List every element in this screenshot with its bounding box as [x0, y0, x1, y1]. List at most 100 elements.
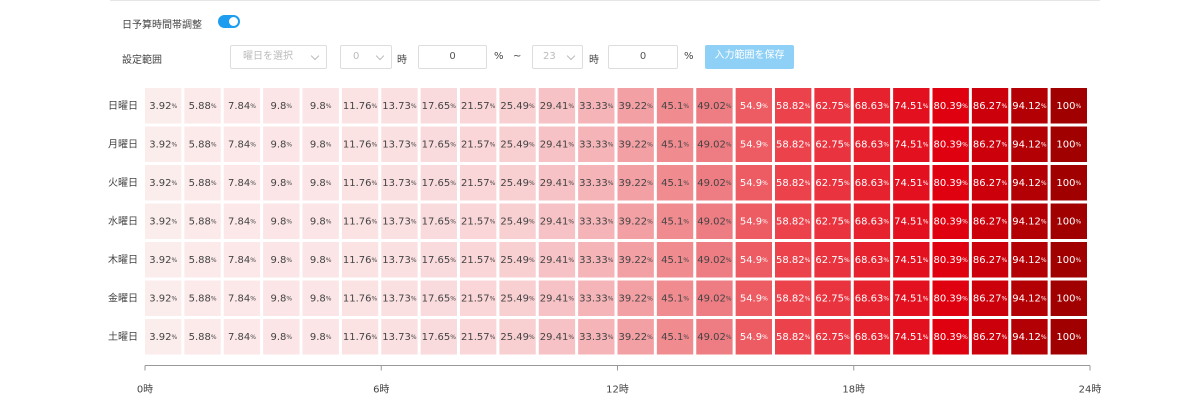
- cell-value: 80.39: [934, 216, 963, 227]
- start-hour-select[interactable]: 0: [340, 45, 392, 69]
- cell-label: 100%: [1056, 101, 1081, 112]
- cell-unit: %: [1041, 333, 1047, 340]
- heat-cell: [578, 165, 615, 201]
- cell-unit: %: [683, 102, 689, 109]
- cell-label: 13.73%: [382, 101, 417, 112]
- heat-cell: [971, 280, 1009, 316]
- cell-label: 17.65%: [422, 216, 457, 227]
- heat-cell: [1011, 165, 1048, 201]
- cell-unit: %: [1041, 218, 1047, 225]
- cell-unit: %: [608, 256, 614, 263]
- cell-value: 7.84: [228, 293, 250, 304]
- cell-label: 39.22%: [619, 178, 654, 189]
- cell-unit: %: [608, 179, 614, 186]
- cell-value: 5.88: [189, 178, 211, 189]
- cell-value: 25.49: [500, 139, 529, 150]
- cell-label: 86.27%: [973, 178, 1008, 189]
- cell-unit: %: [372, 141, 378, 148]
- cell-value: 25.49: [500, 178, 529, 189]
- heat-cell: [853, 126, 891, 162]
- cell-value: 3.92: [149, 178, 171, 189]
- end-hour-select[interactable]: 23: [532, 45, 583, 69]
- cell-unit: %: [1041, 102, 1047, 109]
- percent-unit: %: [684, 51, 694, 62]
- cell-label: 5.88%: [189, 293, 217, 304]
- cell-label: 68.63%: [855, 216, 890, 227]
- cell-label: 9.8%: [271, 293, 293, 304]
- heat-cell: [775, 203, 812, 239]
- heat-cell: [735, 88, 772, 124]
- cell-unit: %: [411, 218, 417, 225]
- heat-cell: [735, 280, 772, 316]
- cell-label: 94.12%: [1012, 216, 1047, 227]
- save-button[interactable]: 入力範囲を保存: [705, 45, 794, 69]
- heat-cell: [775, 165, 812, 201]
- cell-value: 21.57: [461, 255, 490, 266]
- cell-unit: %: [211, 256, 217, 263]
- heat-cell: [932, 203, 969, 239]
- cell-label: 13.73%: [382, 216, 417, 227]
- end-percent-input[interactable]: 0: [608, 45, 678, 69]
- heat-cell: [538, 242, 576, 278]
- cell-label: 9.8%: [271, 332, 293, 343]
- cell-value: 7.84: [228, 216, 250, 227]
- cell-label: 9.8%: [271, 255, 293, 266]
- heat-cell: [578, 203, 615, 239]
- heat-cell: [1050, 203, 1087, 239]
- cell-label: 3.92%: [149, 101, 177, 112]
- cell-unit: %: [286, 102, 292, 109]
- cell-label: 49.02%: [697, 255, 732, 266]
- heat-cell: [223, 319, 261, 355]
- cell-unit: %: [608, 295, 614, 302]
- cell-label: 54.9%: [740, 216, 768, 227]
- heat-cell: [223, 88, 261, 124]
- cell-unit: %: [923, 295, 929, 302]
- heat-cell: [656, 319, 694, 355]
- cell-label: 74.51%: [894, 216, 929, 227]
- cell-value: 7.84: [228, 332, 250, 343]
- cell-label: 7.84%: [228, 255, 256, 266]
- cell-unit: %: [1041, 179, 1047, 186]
- cell-label: 25.49%: [500, 139, 535, 150]
- cell-label: 29.41%: [540, 178, 575, 189]
- cell-label: 7.84%: [228, 216, 256, 227]
- cell-label: 11.76%: [343, 178, 378, 189]
- cell-value: 3.92: [149, 332, 171, 343]
- toggle-switch[interactable]: [218, 15, 240, 28]
- heat-cell: [263, 319, 300, 355]
- cell-unit: %: [1002, 141, 1008, 148]
- cell-label: 39.22%: [619, 101, 654, 112]
- cell-unit: %: [450, 333, 456, 340]
- heat-cell: [735, 165, 772, 201]
- cell-label: 17.65%: [422, 139, 457, 150]
- heat-cell: [420, 319, 457, 355]
- cell-unit: %: [326, 102, 332, 109]
- cell-value: 58.82: [776, 293, 805, 304]
- cell-value: 54.9: [740, 178, 762, 189]
- day-select[interactable]: 曜日を選択: [230, 45, 327, 69]
- heat-cell: [696, 242, 733, 278]
- cell-unit: %: [1076, 102, 1082, 109]
- heat-cell: [341, 280, 379, 316]
- cell-value: 33.33: [579, 216, 608, 227]
- cell-unit: %: [211, 218, 217, 225]
- cell-unit: %: [171, 179, 177, 186]
- cell-label: 86.27%: [973, 101, 1008, 112]
- cell-value: 94.12: [1012, 139, 1041, 150]
- cell-label: 5.88%: [189, 101, 217, 112]
- heat-cell: [499, 203, 536, 239]
- cell-unit: %: [726, 102, 732, 109]
- cell-label: 21.57%: [461, 178, 496, 189]
- cell-label: 21.57%: [461, 216, 496, 227]
- cell-label: 13.73%: [382, 293, 417, 304]
- cell-label: 29.41%: [540, 101, 575, 112]
- cell-value: 21.57: [461, 139, 490, 150]
- start-percent-input[interactable]: 0: [418, 45, 487, 69]
- cell-unit: %: [883, 256, 889, 263]
- cell-value: 45.1: [661, 293, 683, 304]
- heat-cell: [932, 242, 969, 278]
- day-label: 金曜日: [108, 291, 138, 304]
- cell-unit: %: [286, 218, 292, 225]
- cell-label: 58.82%: [776, 216, 811, 227]
- cell-label: 49.02%: [697, 216, 732, 227]
